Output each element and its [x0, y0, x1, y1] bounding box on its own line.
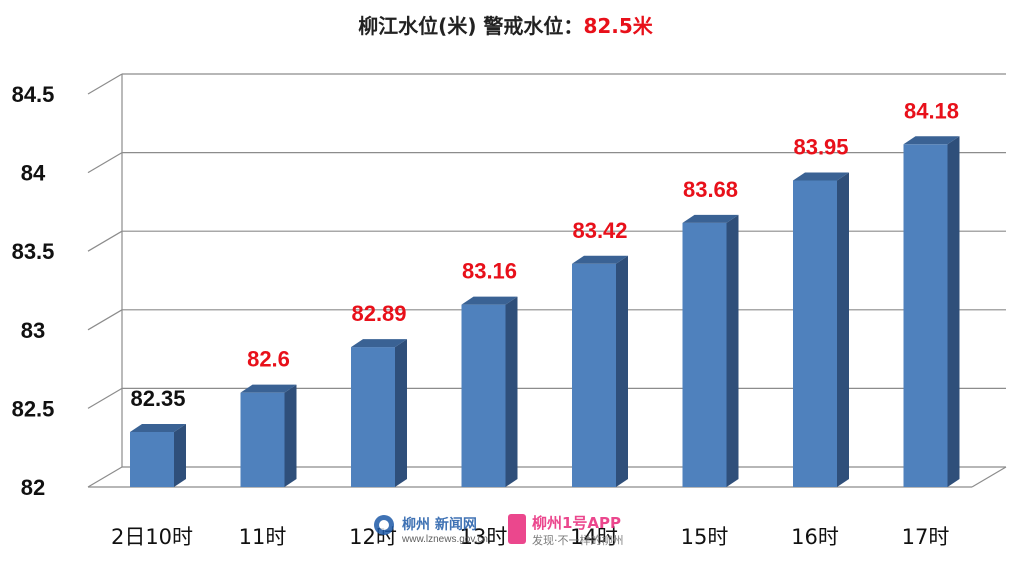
x-tick-label: 13时 — [460, 525, 508, 549]
floor-edge-right — [971, 466, 1007, 488]
bar-side — [947, 136, 960, 487]
y-tick-label: 83.5 — [12, 239, 55, 264]
bar-side — [395, 339, 407, 487]
bar — [240, 392, 285, 487]
bar-side — [726, 214, 739, 488]
bar-top — [572, 255, 628, 264]
watermark-url: www.lznews.gov.cn — [402, 534, 488, 545]
gridline-side — [87, 73, 123, 95]
chart-title: 柳江水位(米) 警戒水位：82.5米 — [0, 10, 1011, 39]
bar-side — [174, 423, 186, 487]
data-label: 84.18 — [904, 98, 959, 123]
y-tick-label: 82 — [21, 475, 45, 500]
x-tick-label: 2日10时 — [111, 525, 193, 549]
y-tick-label: 84.5 — [12, 82, 55, 107]
bar-top — [461, 296, 518, 305]
lznews-logo-icon — [374, 515, 394, 535]
data-label: 82.35 — [130, 386, 185, 411]
watermark-brand: 柳州 新闻网 — [402, 517, 477, 533]
bar-top — [682, 214, 739, 223]
bar — [793, 180, 837, 487]
chart-title-text: 柳江水位(米) 警戒水位： — [358, 14, 584, 38]
gridline-side — [87, 309, 123, 331]
bar — [572, 263, 616, 487]
y-tick-label: 82.5 — [12, 396, 55, 421]
bar — [130, 431, 174, 487]
watermark-app-name: 柳州1号APP — [532, 514, 622, 532]
bar-top — [130, 423, 186, 432]
warning-level-value: 82.5米 — [583, 14, 653, 38]
data-label: 82.89 — [351, 301, 406, 326]
bar-top — [351, 339, 407, 348]
y-tick-label: 83 — [21, 318, 45, 343]
x-tick-label: 11时 — [239, 525, 287, 549]
bar-side — [837, 172, 849, 487]
bar-side — [616, 255, 628, 487]
bar-top — [793, 172, 849, 181]
watermark: 柳州 新闻网 www.lznews.gov.cn 柳州1号APP 发现·不一样的… — [372, 512, 644, 552]
gridline-side — [87, 387, 123, 409]
data-label: 83.16 — [462, 259, 517, 284]
x-tick-label: 14时 — [570, 525, 618, 549]
data-label: 83.95 — [793, 134, 848, 159]
app-logo-icon — [508, 514, 526, 544]
gridline-side — [87, 230, 123, 252]
bar — [903, 144, 948, 487]
data-label: 82.6 — [247, 347, 290, 372]
bar — [461, 304, 506, 487]
x-tick-label: 17时 — [902, 525, 950, 549]
gridline-side — [87, 152, 123, 174]
bar-top — [240, 384, 297, 393]
data-label: 83.42 — [572, 218, 627, 243]
bar-side — [505, 296, 518, 487]
bar-top — [903, 136, 960, 145]
bar — [682, 222, 727, 488]
data-label: 83.68 — [683, 177, 738, 202]
y-tick-label: 84 — [21, 161, 46, 186]
x-tick-label: 15时 — [681, 525, 729, 549]
x-tick-label: 16时 — [791, 525, 839, 549]
gridline-side — [87, 466, 123, 488]
bar — [351, 347, 395, 487]
watermark-slogan: 发现·不一样的柳州 — [532, 534, 624, 547]
bar-side — [284, 384, 297, 487]
